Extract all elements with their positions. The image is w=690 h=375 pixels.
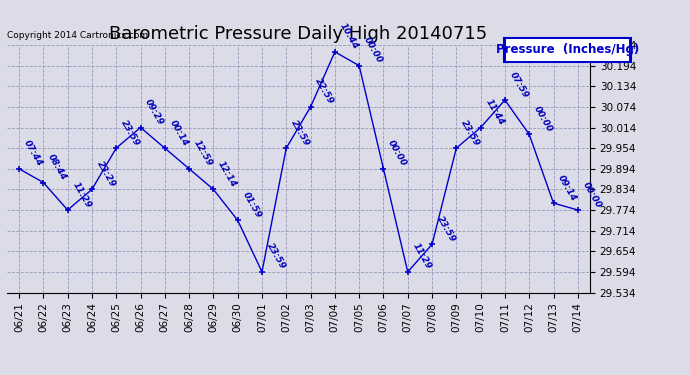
Text: 12:59: 12:59 [192,139,214,168]
Text: 23:59: 23:59 [265,242,287,271]
Text: 23:59: 23:59 [460,118,482,147]
Text: 01:59: 01:59 [241,190,263,220]
Text: 00:00: 00:00 [362,36,384,65]
Text: 23:59: 23:59 [435,214,457,244]
Text: 10:44: 10:44 [338,22,360,51]
Text: 11:29: 11:29 [411,242,433,271]
Text: 09:29: 09:29 [144,98,166,127]
Text: 08:44: 08:44 [46,153,68,182]
Text: Copyright 2014 Cartronics.com: Copyright 2014 Cartronics.com [7,31,148,40]
Text: 07:59: 07:59 [508,70,530,99]
Text: 07:44: 07:44 [22,139,44,168]
Text: Pressure  (Inches/Hg): Pressure (Inches/Hg) [496,43,639,56]
Text: 00:00: 00:00 [581,180,603,209]
Text: 11:29: 11:29 [70,180,92,209]
Text: 00:00: 00:00 [386,139,408,168]
Text: 23:59: 23:59 [119,118,141,147]
Text: 23:29: 23:29 [95,159,117,189]
Text: 23:59: 23:59 [289,118,311,147]
Text: 12:14: 12:14 [216,159,239,189]
Text: 00:14: 00:14 [168,118,190,147]
Text: 11:44: 11:44 [484,98,506,127]
Text: 00:00: 00:00 [532,104,554,134]
Title: Barometric Pressure Daily High 20140715: Barometric Pressure Daily High 20140715 [109,26,488,44]
Text: 09:14: 09:14 [556,173,578,202]
Text: 22:59: 22:59 [313,77,335,106]
